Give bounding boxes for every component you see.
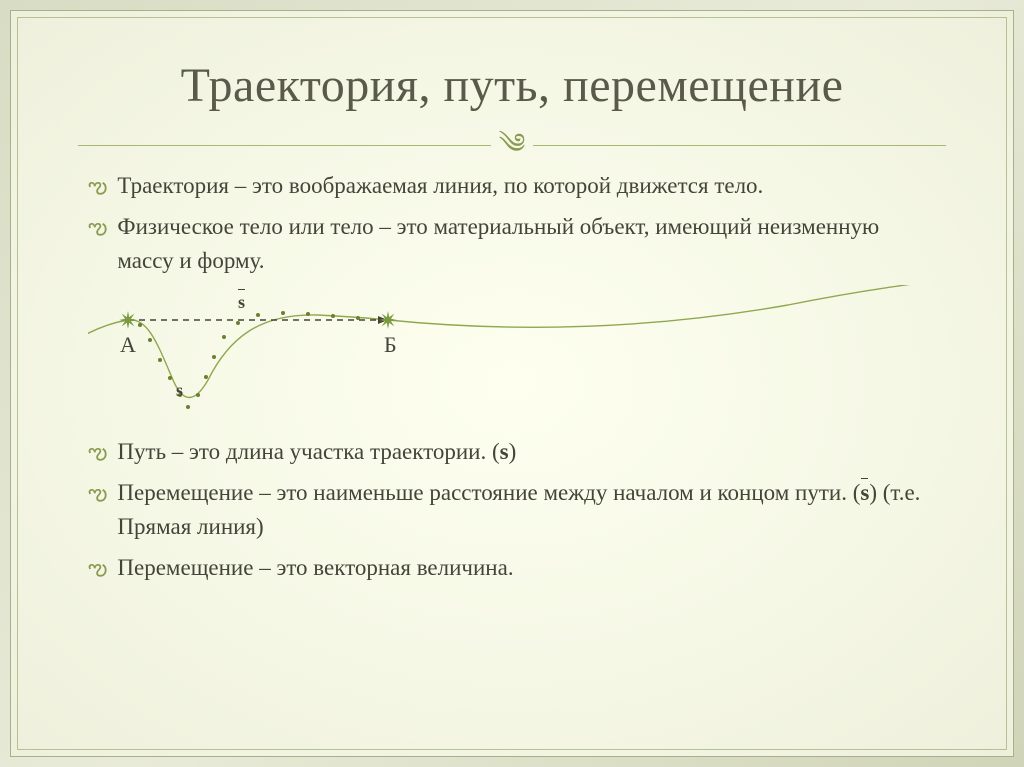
bullet-icon: ఌ xyxy=(88,435,107,468)
bullet-text: Путь – это длина участка траектории. (s) xyxy=(117,435,516,468)
text-pre: Перемещение – это наименьше расстояние м… xyxy=(117,480,860,505)
content-area: ఌ Траектория – это воображаемая линия, п… xyxy=(88,169,936,584)
slide-outer-frame: Траектория, путь, перемещение ༄ ఌ Траект… xyxy=(10,10,1014,757)
title-divider: ༄ xyxy=(78,131,946,159)
bullet-vector: ఌ Перемещение – это векторная величина. xyxy=(88,551,936,584)
bullet-path: ఌ Путь – это длина участка траектории. (… xyxy=(88,435,936,468)
text-post: ) xyxy=(509,439,517,464)
bullet-text: Перемещение – это наименьше расстояние м… xyxy=(117,476,936,543)
divider-line-left xyxy=(78,145,491,146)
point-b-star xyxy=(379,311,397,329)
point-b-label: Б xyxy=(384,332,397,358)
bullet-text: Физическое тело или тело – это материаль… xyxy=(117,210,936,277)
bullet-trajectory: ఌ Траектория – это воображаемая линия, п… xyxy=(88,169,936,202)
page-title: Траектория, путь, перемещение xyxy=(18,58,1006,113)
bullet-icon: ఌ xyxy=(88,210,107,243)
bullet-body: ఌ Физическое тело или тело – это материа… xyxy=(88,210,936,277)
point-a-label: А xyxy=(120,332,136,358)
bullet-icon: ఌ xyxy=(88,169,107,202)
bullet-text: Перемещение – это векторная величина. xyxy=(117,551,513,584)
slide-inner-frame: Траектория, путь, перемещение ༄ ఌ Траект… xyxy=(17,17,1007,750)
diagram-svg xyxy=(88,285,988,425)
divider-line-right xyxy=(533,145,946,146)
symbol-s: s xyxy=(500,439,509,464)
bullet-icon: ఌ xyxy=(88,476,107,509)
s-vector-label: s xyxy=(238,292,245,313)
symbol-s-vector: s xyxy=(860,476,869,509)
point-a-star xyxy=(119,311,137,329)
text-pre: Путь – это длина участка траектории. ( xyxy=(117,439,499,464)
bullet-text: Траектория – это воображаемая линия, по … xyxy=(117,169,763,202)
bullet-icon: ఌ xyxy=(88,551,107,584)
trajectory-diagram: А Б s s xyxy=(88,285,936,425)
bullet-displacement: ఌ Перемещение – это наименьше расстояние… xyxy=(88,476,936,543)
flourish-icon: ༄ xyxy=(499,131,526,159)
s-path-label: s xyxy=(176,380,183,401)
trajectory-curve xyxy=(88,285,988,398)
